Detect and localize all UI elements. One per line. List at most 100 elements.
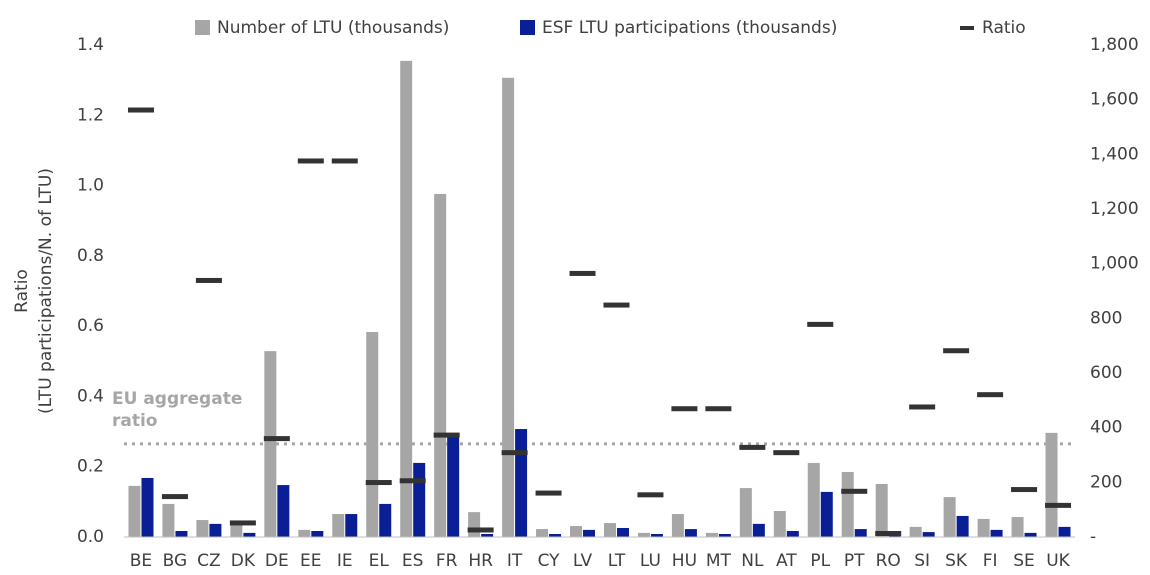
- bar: [264, 351, 277, 537]
- y2-tick-label: 200: [1090, 472, 1122, 492]
- y-tick-label: 0.2: [77, 457, 104, 477]
- bar: [854, 529, 867, 537]
- ratio-marker: [909, 404, 936, 410]
- ratio-marker: [1045, 502, 1072, 508]
- y2-tick-label: 400: [1090, 418, 1122, 438]
- ratio-marker: [841, 488, 868, 494]
- bar: [196, 520, 209, 537]
- bar: [990, 529, 1003, 537]
- y2-tick-label: 1,400: [1090, 144, 1139, 164]
- bar: [977, 518, 990, 537]
- annotation: EU aggregate ratio: [112, 388, 243, 431]
- x-tick-label: LV: [573, 551, 593, 571]
- x-tick-label: LU: [640, 551, 661, 571]
- bar: [1024, 532, 1037, 537]
- ratio-marker: [535, 490, 562, 496]
- x-tick-label: FI: [983, 551, 998, 571]
- x-tick-label: BE: [130, 551, 152, 571]
- bar: [909, 526, 922, 537]
- y-axis-label: Ratio: [12, 269, 32, 313]
- bar: [502, 77, 515, 538]
- legend-swatch: [520, 20, 535, 35]
- x-tick-label: LT: [608, 551, 626, 571]
- y2-tick-label: 600: [1090, 363, 1122, 383]
- bar: [162, 503, 175, 537]
- x-tick-label: EL: [369, 551, 390, 571]
- x-tick-label: SK: [945, 551, 968, 571]
- bar: [243, 532, 256, 537]
- bar: [447, 433, 460, 537]
- bar: [549, 533, 562, 537]
- x-tick-label: ES: [402, 551, 424, 571]
- ratio-marker: [365, 480, 392, 486]
- y2-tick-label: 800: [1090, 308, 1122, 328]
- y-tick-label: 1.2: [77, 105, 104, 125]
- x-tick-label: UK: [1046, 551, 1070, 571]
- bar: [786, 530, 799, 537]
- bar: [230, 524, 243, 537]
- x-tick-label: MT: [706, 551, 732, 571]
- y-tick-label: 1.4: [77, 35, 104, 55]
- x-tick-label: AT: [776, 551, 797, 571]
- ratio-marker: [807, 321, 834, 327]
- x-tick-label: CY: [538, 551, 561, 571]
- y2-tick-label: 1,800: [1090, 35, 1139, 55]
- ratio-marker: [569, 270, 596, 276]
- x-tick-label: HU: [672, 551, 697, 571]
- ratio-marker: [875, 530, 902, 536]
- bar: [1011, 517, 1024, 537]
- bar: [637, 532, 650, 537]
- x-tick-label: IT: [507, 551, 523, 571]
- y2-tick-label: 1,200: [1090, 199, 1139, 219]
- x-tick-label: IE: [337, 551, 353, 571]
- x-tick-label: PL: [810, 551, 830, 571]
- ratio-marker: [297, 158, 324, 164]
- y-tick-label: 1.0: [77, 176, 104, 196]
- ratio-marker: [331, 158, 358, 164]
- bar: [922, 532, 935, 537]
- bar: [583, 529, 596, 537]
- x-tick-label: HR: [468, 551, 493, 571]
- x-tick-label: DK: [231, 551, 256, 571]
- bar: [570, 526, 583, 537]
- x-tick-label: NL: [741, 551, 764, 571]
- bar: [820, 491, 833, 537]
- y2-tick-label: 1,000: [1090, 254, 1139, 274]
- bar: [311, 530, 324, 537]
- bar: [739, 488, 752, 537]
- y-tick-label: 0.6: [77, 316, 104, 336]
- bar: [956, 515, 969, 537]
- x-tick-label: EE: [300, 551, 321, 571]
- legend-label: Number of LTU (thousands): [217, 18, 449, 38]
- bar: [807, 462, 820, 537]
- x-tick-label: RO: [876, 551, 901, 571]
- x-tick-label: SE: [1013, 551, 1035, 571]
- ratio-marker: [229, 520, 256, 526]
- bar: [705, 532, 718, 537]
- ratio-marker: [433, 432, 460, 438]
- ratio-marker: [263, 436, 290, 442]
- bar: [773, 511, 786, 537]
- bar: [752, 523, 765, 537]
- bar: [536, 529, 549, 537]
- bar: [481, 533, 494, 537]
- y-axis-label: (LTU participations/N. of LTU): [36, 168, 56, 414]
- bar: [209, 523, 222, 537]
- bar: [277, 485, 290, 537]
- x-tick-label: FR: [436, 551, 458, 571]
- ratio-marker: [501, 450, 528, 456]
- bar: [434, 193, 447, 537]
- ratio-marker: [195, 277, 222, 283]
- bar: [671, 514, 684, 537]
- ratio-marker: [739, 444, 766, 450]
- ratio-marker: [603, 302, 630, 308]
- ratio-marker: [399, 478, 426, 484]
- x-tick-label: SI: [914, 551, 930, 571]
- x-tick-label: DE: [265, 551, 289, 571]
- bar: [515, 429, 528, 537]
- bar: [468, 512, 481, 537]
- ratio-marker: [773, 450, 800, 456]
- y2-tick-label: 1,600: [1090, 90, 1139, 110]
